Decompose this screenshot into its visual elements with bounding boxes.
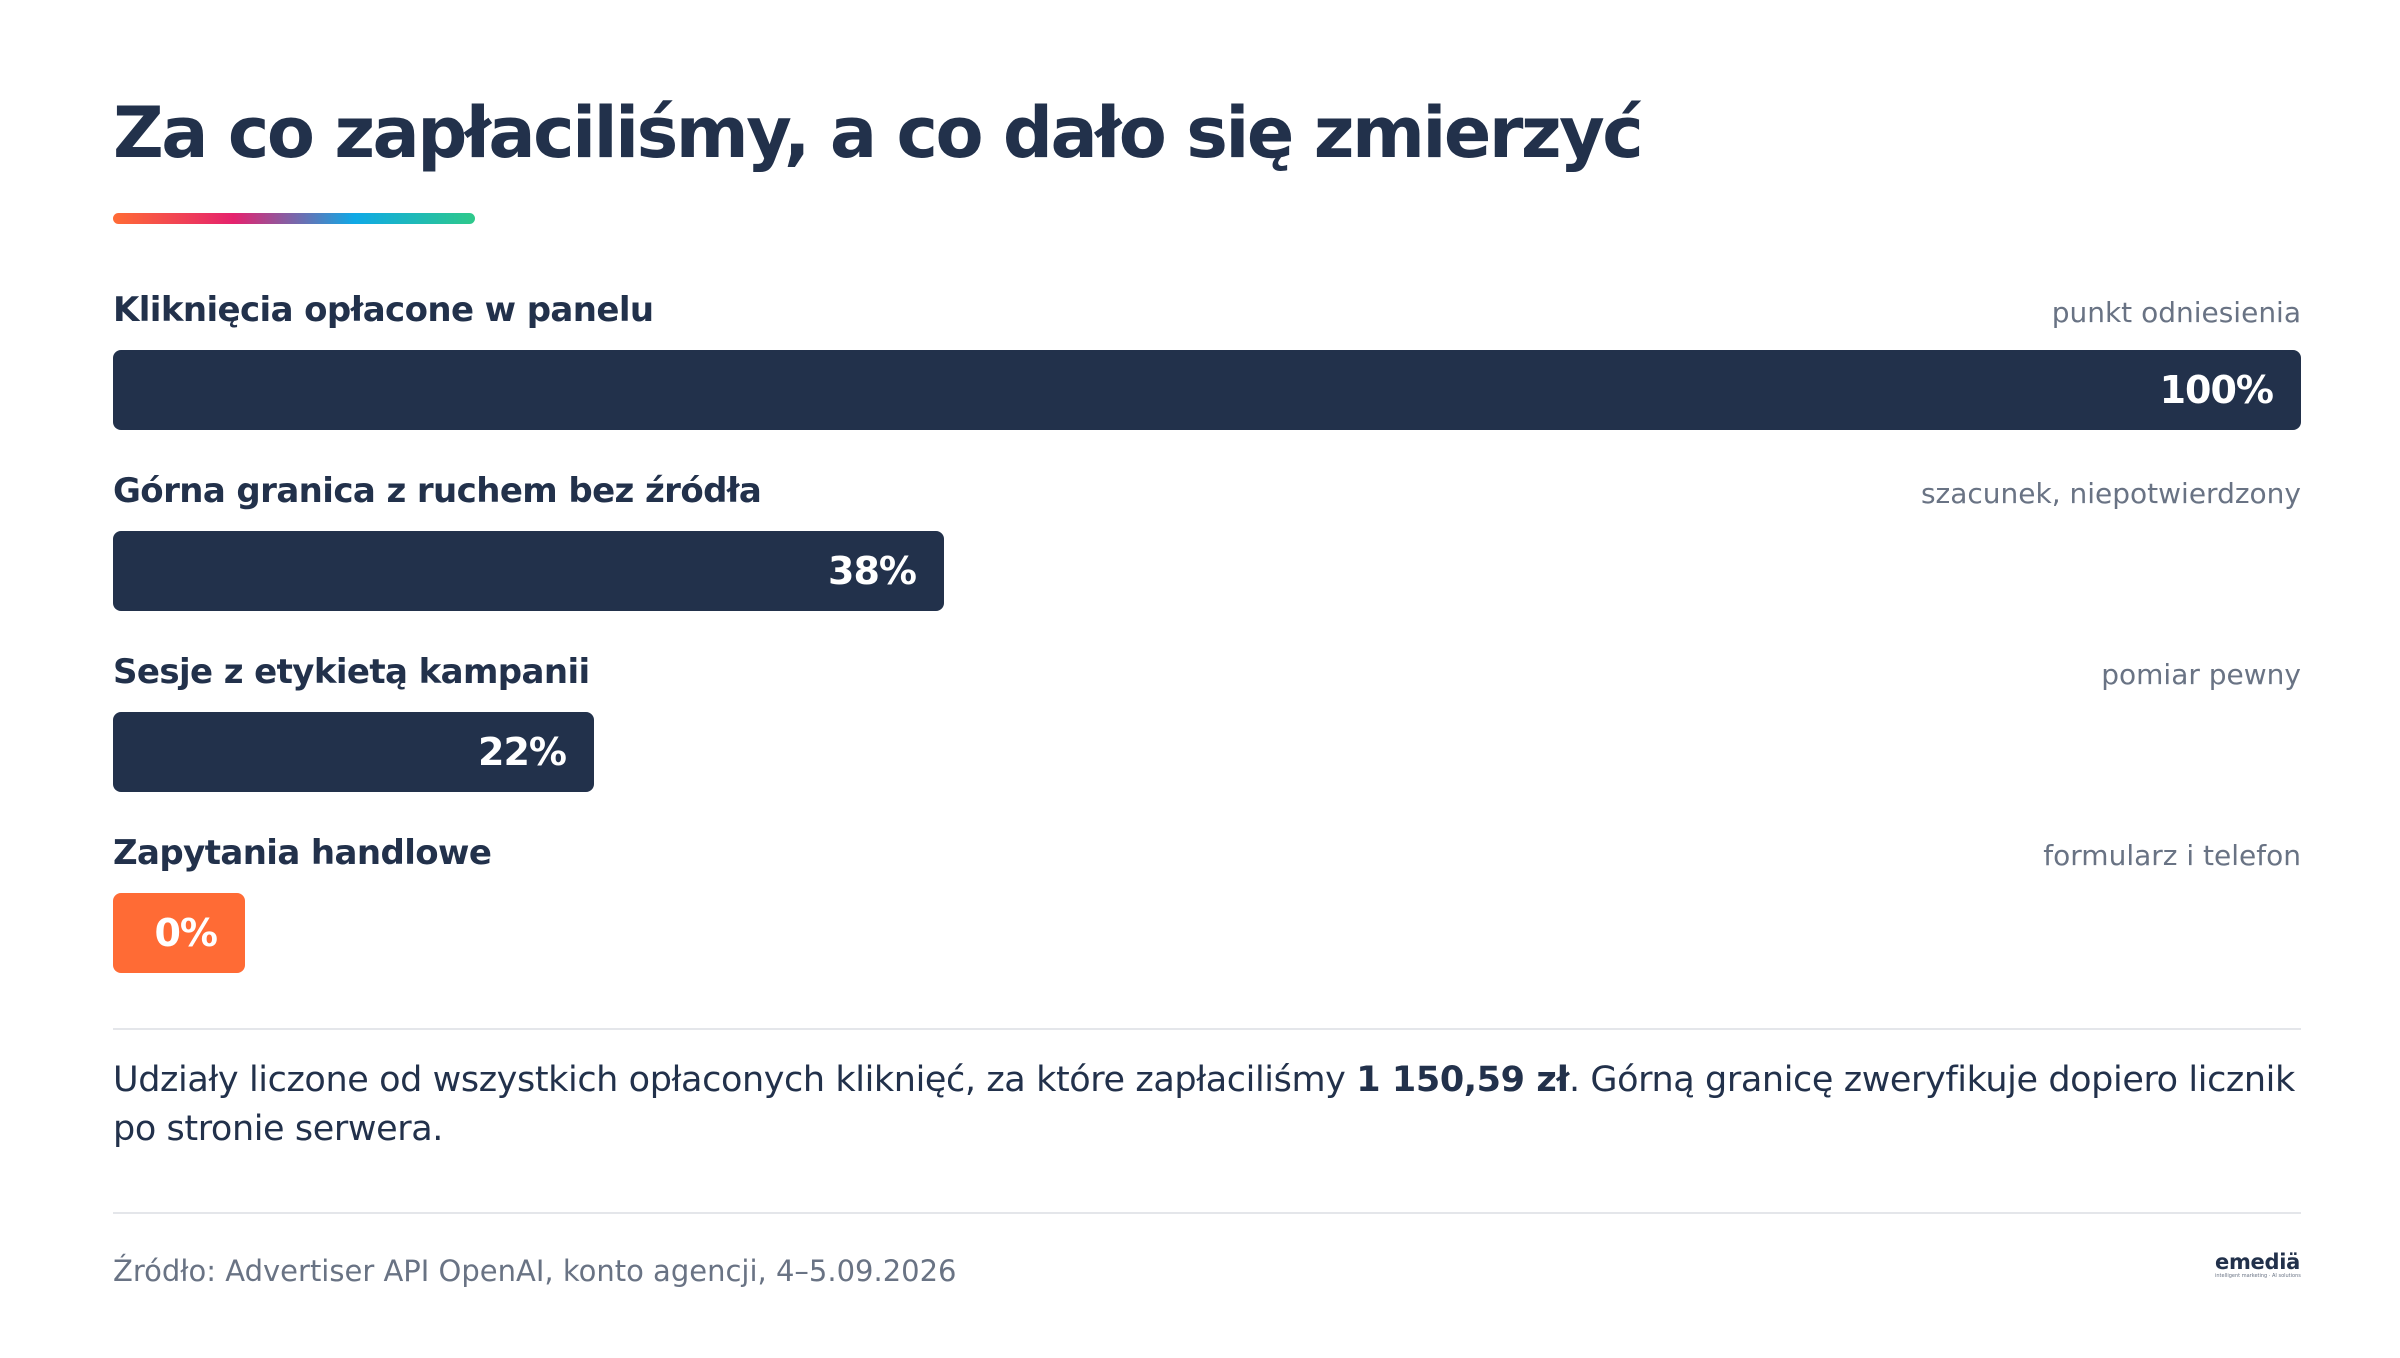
chart-row: Kliknięcia opłacone w panelu punkt odnies… <box>113 282 2301 442</box>
emedia-logo: emediä intelligent marketing · AI soluti… <box>2215 1250 2301 1281</box>
slide: Za co zapłaciliśmy, a co dało się zmierz… <box>113 0 2301 1358</box>
bar: 100% <box>113 350 2301 430</box>
summary-amount: 1 150,59 zł <box>1356 1060 1569 1100</box>
divider-top <box>113 1028 2301 1030</box>
bar: 0% <box>113 893 245 973</box>
bar: 22% <box>113 712 594 792</box>
divider-bottom <box>113 1212 2301 1214</box>
bar-value-label: 0% <box>154 911 218 955</box>
category-label: Zapytania handlowe <box>113 833 492 873</box>
logo-tagline: intelligent marketing · AI solutions <box>2215 1273 2301 1279</box>
category-label: Kliknięcia opłacone w panelu <box>113 290 654 330</box>
title-accent-rule <box>113 213 475 224</box>
bar: 38% <box>113 531 944 611</box>
summary-text: Udziały liczone od wszystkich opłaconych… <box>113 1056 2301 1154</box>
category-label: Sesje z etykietą kampanii <box>113 652 590 692</box>
category-note: szacunek, niepotwierdzony <box>1920 477 2301 510</box>
category-label: Górna granica z ruchem bez źródła <box>113 471 762 511</box>
chart-row: Górna granica z ruchem bez źródła szacune… <box>113 463 2301 623</box>
page-title: Za co zapłaciliśmy, a co dało się zmierz… <box>113 92 1644 174</box>
source-note: Źródło: Advertiser API OpenAI, konto age… <box>113 1254 957 1288</box>
category-note: pomiar pewny <box>2101 658 2301 691</box>
bar-value-label: 38% <box>828 549 917 593</box>
logo-wordmark: emediä <box>2215 1250 2300 1274</box>
category-note: punkt odniesienia <box>2051 296 2301 329</box>
bar-chart: Kliknięcia opłacone w panelu punkt odnies… <box>113 282 2301 982</box>
summary-text-after: . Górną granicę zweryfikuje dopiero licz… <box>113 1060 2295 1149</box>
category-note: formularz i telefon <box>2043 839 2301 872</box>
chart-row: Zapytania handlowe formularz i telefon 0% <box>113 825 2301 985</box>
bar-value-label: 100% <box>2159 368 2274 412</box>
bar-value-label: 22% <box>478 730 567 774</box>
chart-row: Sesje z etykietą kampanii pomiar pewny 22% <box>113 644 2301 804</box>
summary-text-before: Udziały liczone od wszystkich opłaconych… <box>113 1060 1357 1100</box>
